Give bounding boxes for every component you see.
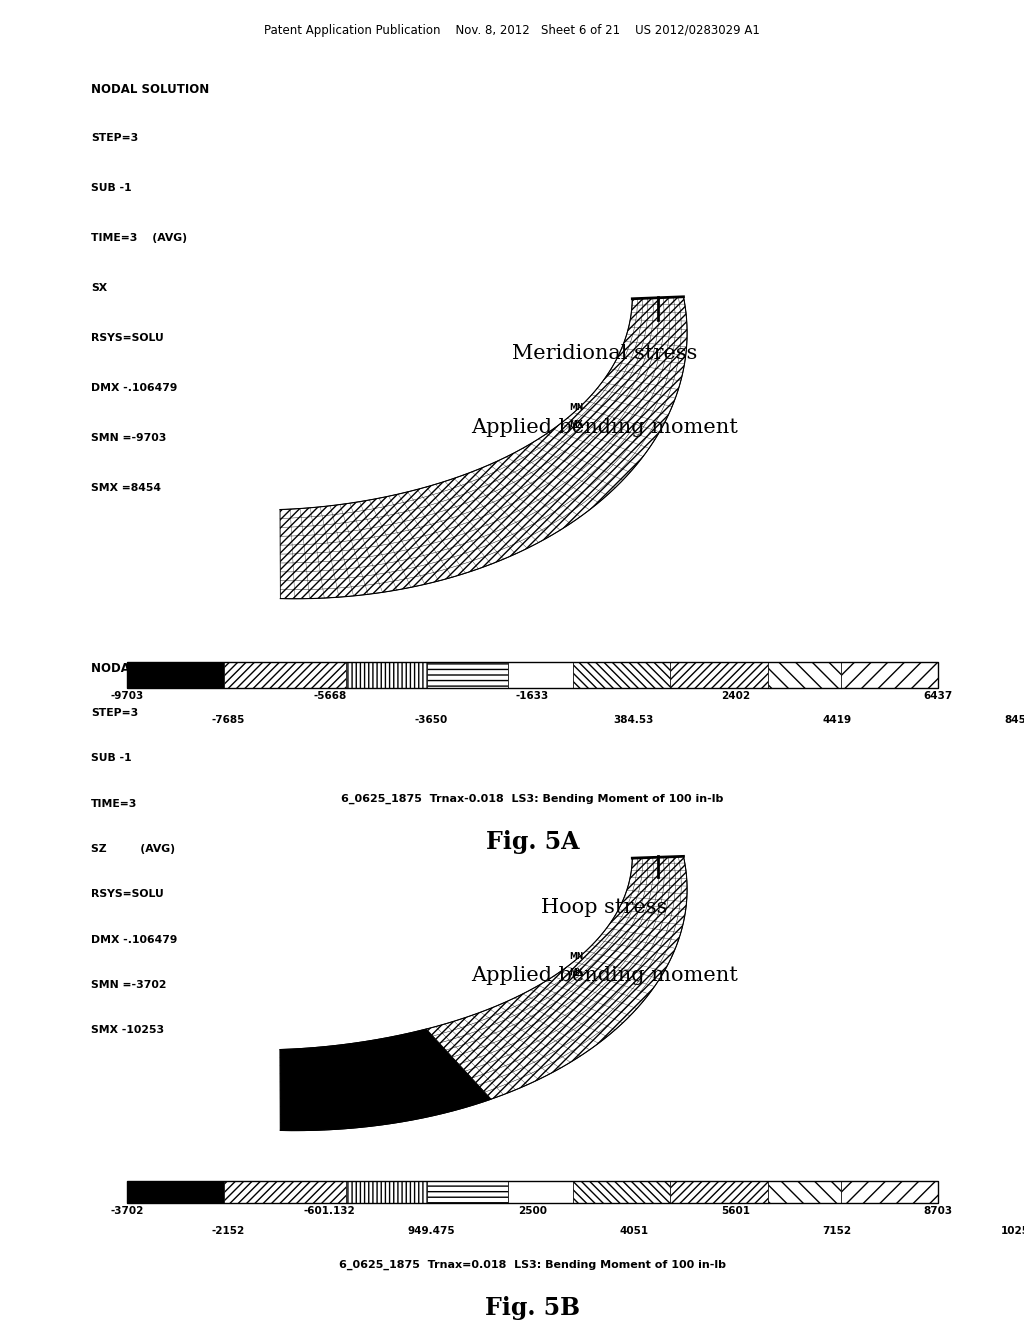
Text: Applied bending moment: Applied bending moment [471, 966, 738, 985]
Text: Meridional stress: Meridional stress [512, 343, 697, 363]
Text: Hoop stress: Hoop stress [542, 898, 668, 917]
Bar [671, 1181, 768, 1203]
Text: RSYS=SOLU: RSYS=SOLU [91, 890, 164, 899]
Text: SUB -1: SUB -1 [91, 754, 131, 763]
Text: MN: MN [569, 403, 584, 412]
Text: TIME=3    (AVG): TIME=3 (AVG) [91, 234, 187, 243]
Text: -3702: -3702 [111, 1206, 143, 1216]
Text: -7685: -7685 [212, 715, 245, 726]
Bar [671, 663, 768, 688]
Text: MX: MX [569, 420, 583, 429]
Text: 6_0625_1875  Trnax-0.018  LS3: Bending Moment of 100 in-lb: 6_0625_1875 Trnax-0.018 LS3: Bending Mom… [341, 793, 724, 804]
Text: 6_0625_1875  Trnax=0.018  LS3: Bending Moment of 100 in-lb: 6_0625_1875 Trnax=0.018 LS3: Bending Mom… [339, 1259, 726, 1270]
Bar [427, 1181, 508, 1203]
Text: 4419: 4419 [822, 715, 851, 726]
Text: NODAL SOLUTION: NODAL SOLUTION [91, 83, 209, 96]
Bar [127, 663, 938, 688]
Text: 10253: 10253 [1000, 1226, 1024, 1237]
Text: 4051: 4051 [620, 1226, 648, 1237]
Text: NODAL SOLUTION: NODAL SOLUTION [91, 663, 209, 676]
Text: 8454: 8454 [1005, 715, 1024, 726]
Bar [508, 663, 573, 688]
Text: -1633: -1633 [516, 692, 549, 701]
Text: SX: SX [91, 282, 108, 293]
Polygon shape [280, 1030, 492, 1130]
Polygon shape [426, 857, 687, 1100]
Bar [346, 663, 427, 688]
Text: SMX =8454: SMX =8454 [91, 483, 161, 492]
Text: STEP=3: STEP=3 [91, 708, 138, 718]
Text: 949.475: 949.475 [408, 1226, 455, 1237]
Bar [346, 1181, 427, 1203]
Text: SMN =-9703: SMN =-9703 [91, 433, 166, 444]
Text: 7152: 7152 [822, 1226, 851, 1237]
Text: STEP=3: STEP=3 [91, 133, 138, 143]
Text: -5668: -5668 [313, 692, 346, 701]
Text: SZ         (AVG): SZ (AVG) [91, 843, 175, 854]
Text: Patent Application Publication    Nov. 8, 2012   Sheet 6 of 21    US 2012/028302: Patent Application Publication Nov. 8, 2… [264, 24, 760, 37]
Text: 5601: 5601 [721, 1206, 750, 1216]
Bar [224, 663, 346, 688]
Text: Applied bending moment: Applied bending moment [471, 418, 738, 437]
Text: -3650: -3650 [415, 715, 447, 726]
Text: 2402: 2402 [721, 692, 750, 701]
Text: 2500: 2500 [518, 1206, 547, 1216]
Bar [841, 1181, 938, 1203]
Bar [427, 663, 508, 688]
Text: Fig. 5B: Fig. 5B [485, 1296, 580, 1320]
Text: 6437: 6437 [924, 692, 952, 701]
Text: -2152: -2152 [212, 1226, 245, 1237]
Text: DMX -.106479: DMX -.106479 [91, 383, 177, 393]
Text: SMN =-3702: SMN =-3702 [91, 979, 167, 990]
Bar [768, 1181, 841, 1203]
Bar [768, 663, 841, 688]
Bar [508, 1181, 573, 1203]
Polygon shape [280, 297, 687, 599]
Text: 384.53: 384.53 [613, 715, 654, 726]
Text: -9703: -9703 [111, 692, 143, 701]
Text: MX: MX [569, 968, 583, 977]
Text: 8703: 8703 [924, 1206, 952, 1216]
Bar [224, 1181, 346, 1203]
Text: DMX -.106479: DMX -.106479 [91, 935, 177, 945]
Text: SUB -1: SUB -1 [91, 183, 131, 193]
Text: Fig. 5A: Fig. 5A [485, 829, 580, 854]
Bar [841, 663, 938, 688]
Text: MN: MN [569, 952, 584, 961]
Text: SMX -10253: SMX -10253 [91, 1026, 164, 1035]
Bar [573, 1181, 671, 1203]
Text: RSYS=SOLU: RSYS=SOLU [91, 333, 164, 343]
Bar [127, 663, 224, 688]
Text: -601.132: -601.132 [304, 1206, 355, 1216]
Bar [127, 1181, 938, 1203]
Bar [127, 1181, 224, 1203]
Text: TIME=3: TIME=3 [91, 799, 137, 809]
Bar [573, 663, 671, 688]
